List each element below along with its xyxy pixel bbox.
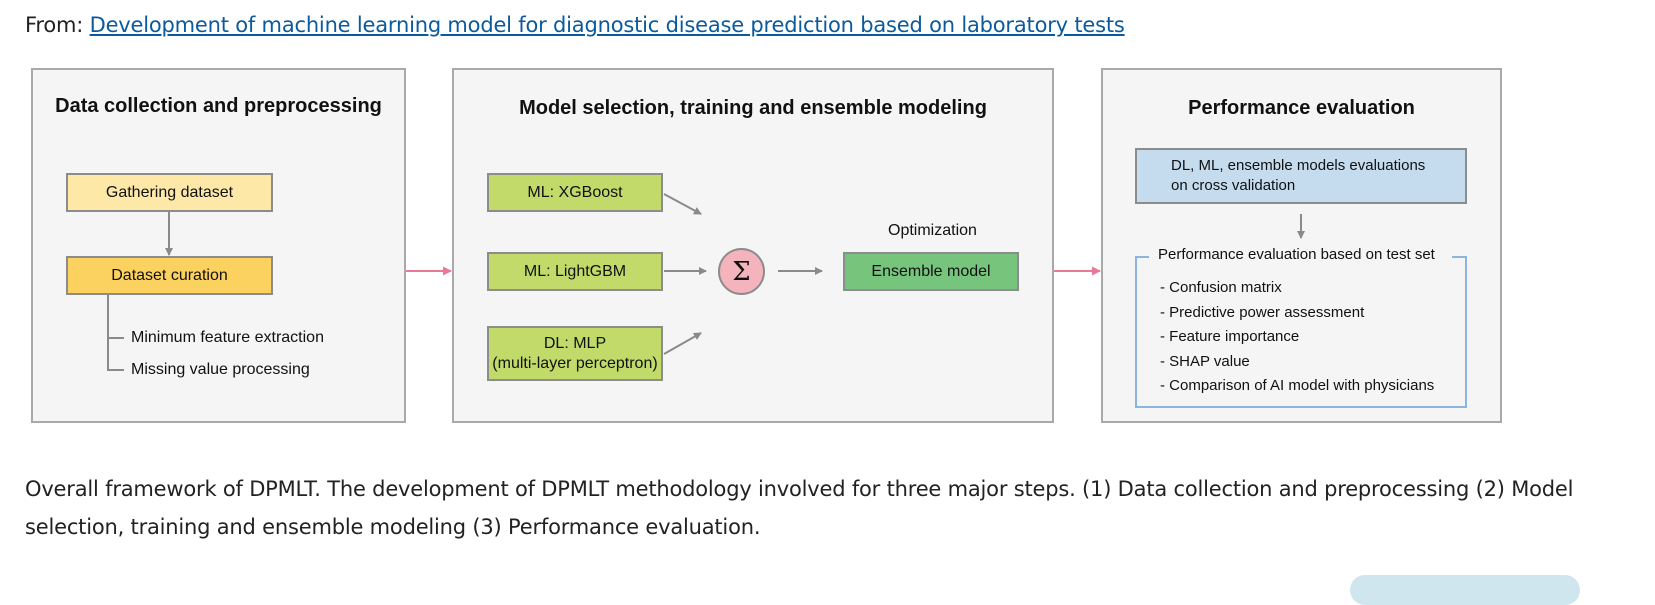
ensemble-model-box: Ensemble model — [843, 252, 1019, 291]
mlp-label-line1: DL: MLP — [543, 334, 607, 352]
panel-title-model: Model selection, training and ensemble m… — [519, 97, 987, 119]
from-label: From: — [25, 13, 84, 37]
sigma-node: Σ — [718, 248, 765, 295]
panel-data-collection: Data collection and preprocessing — [31, 68, 406, 423]
framework-figure: Data collection and preprocessing Gather… — [31, 68, 1502, 423]
test-set-frame — [1135, 256, 1467, 408]
connector-layer — [107, 193, 1305, 371]
article-link[interactable]: Development of machine learning model fo… — [89, 13, 1125, 37]
arrow-xgboost-to-sigma — [663, 193, 702, 215]
arrow-mlp-to-sigma — [663, 332, 702, 355]
test-set-list: - Confusion matrix - Predictive power as… — [1160, 276, 1434, 399]
panel-performance: Performance evaluation — [1101, 68, 1502, 423]
feature-extraction-label: Minimum feature extraction — [131, 329, 324, 346]
test-item-feature: - Feature importance — [1160, 328, 1300, 345]
cross-validation-box: DL, ML, ensemble models evaluations on c… — [1135, 148, 1467, 204]
mlp-label-line2: (multi-layer perceptron) — [492, 354, 658, 372]
source-line: From: Development of machine learning mo… — [25, 13, 1125, 37]
test-item-confusion: - Confusion matrix — [1160, 279, 1282, 296]
figure-caption: Overall framework of DPMLT. The developm… — [25, 477, 1574, 539]
test-set-frame-top-left — [1135, 256, 1149, 258]
dataset-curation-box: Dataset curation — [66, 256, 273, 295]
optimization-label: Optimization — [888, 222, 977, 239]
mlp-box: DL: MLP (multi-layer perceptron) — [487, 326, 663, 381]
cv-line1: DL, ML, ensemble models evaluations — [1171, 157, 1426, 174]
xgboost-box: ML: XGBoost — [487, 173, 663, 212]
test-set-frame-top-right — [1452, 256, 1467, 258]
bracket-curation-subitems — [107, 295, 124, 371]
test-item-shap: - SHAP value — [1160, 352, 1250, 370]
missing-value-label: Missing value processing — [131, 361, 310, 378]
test-set-title: Performance evaluation based on test set — [1158, 246, 1435, 263]
test-item-predictive: - Predictive power assessment — [1160, 303, 1365, 321]
panel-title-performance: Performance evaluation — [1188, 97, 1415, 119]
panel-title-data: Data collection and preprocessing — [55, 95, 382, 117]
cv-line2: on cross validation — [1171, 177, 1296, 194]
gathering-dataset-box: Gathering dataset — [66, 173, 273, 212]
lightgbm-box: ML: LightGBM — [487, 252, 663, 291]
test-item-comparison: - Comparison of AI model with physicians — [1160, 377, 1435, 394]
